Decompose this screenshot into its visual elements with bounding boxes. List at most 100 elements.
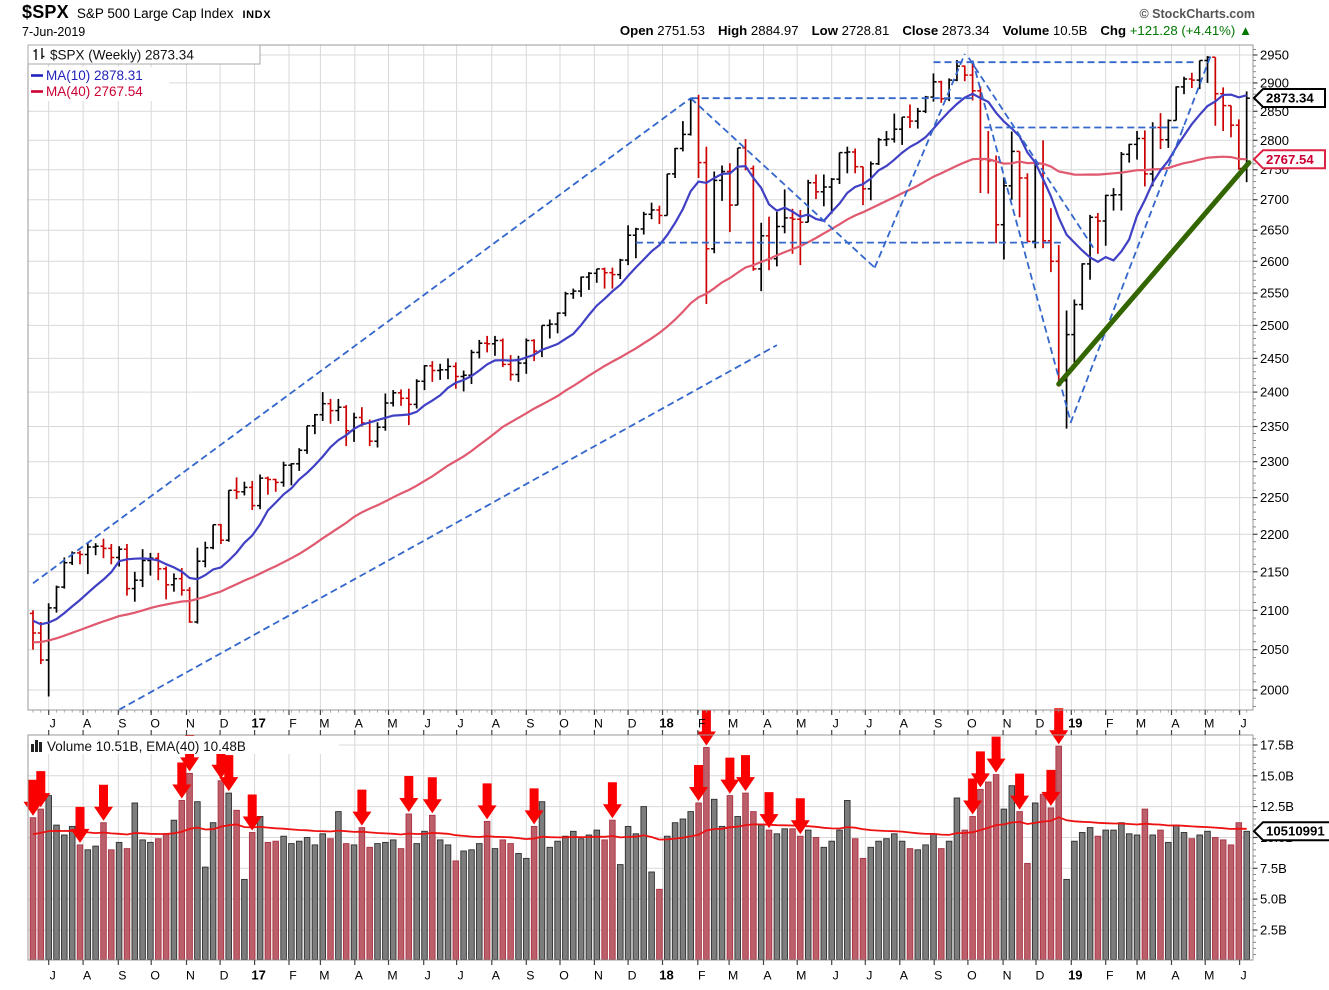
ma40-value-label: 2767.54 xyxy=(1266,152,1314,167)
month-label: A xyxy=(492,717,501,731)
red-down-arrow-icon xyxy=(242,794,262,831)
chg-value: +121.28 (+4.41%) xyxy=(1129,23,1236,38)
month-label: S xyxy=(526,717,534,731)
svg-text:2000: 2000 xyxy=(1260,683,1289,698)
month-label: M xyxy=(319,969,329,983)
month-label: M xyxy=(796,969,806,983)
month-label: D xyxy=(1036,969,1045,983)
red-down-arrow-icon xyxy=(970,751,990,788)
ma40-line xyxy=(32,155,1247,644)
low-label: Low xyxy=(811,23,838,38)
red-down-arrow-icon xyxy=(477,783,497,820)
ma10-line xyxy=(32,92,1247,626)
symbol: $SPX xyxy=(22,2,69,22)
red-down-arrow-icon xyxy=(31,771,51,808)
svg-text:2450: 2450 xyxy=(1260,351,1289,366)
dashed-trendline-rising-channel-lower xyxy=(118,344,778,711)
volume-ema40-line xyxy=(32,816,1247,841)
svg-text:2200: 2200 xyxy=(1260,527,1289,542)
volume-value: 10.5B xyxy=(1052,23,1088,38)
svg-text:2800: 2800 xyxy=(1260,133,1289,148)
month-label: N xyxy=(1003,969,1012,983)
month-label: J xyxy=(1241,969,1247,983)
month-label: M xyxy=(319,717,329,731)
month-label: D xyxy=(628,969,637,983)
month-label: S xyxy=(934,717,942,731)
month-label: N xyxy=(186,717,195,731)
svg-text:15.0B: 15.0B xyxy=(1260,768,1294,783)
month-label: J xyxy=(50,969,56,983)
dashed-trendline-q4-2018-decline xyxy=(971,60,1072,422)
month-label: J xyxy=(833,969,839,983)
month-label: J xyxy=(1241,717,1247,731)
volume-legend-label[interactable]: Volume 10.51B, EMA(40) 10.48B xyxy=(47,739,246,754)
quote-low: Low 2728.81 xyxy=(812,23,890,38)
histogram-icon xyxy=(31,740,42,752)
chg-label: Chg xyxy=(1100,23,1127,38)
dashed-trendline-jan-2018-downtrend xyxy=(690,97,876,269)
month-label: O xyxy=(559,717,569,731)
svg-text:2900: 2900 xyxy=(1260,75,1289,90)
month-label: J xyxy=(425,717,431,731)
legend-bg xyxy=(29,67,169,101)
quote-close: Close 2873.34 xyxy=(902,23,989,38)
ma40-legend-label[interactable]: MA(40) 2767.54 xyxy=(46,84,143,99)
month-label: J xyxy=(833,717,839,731)
trendline-annotations-layer xyxy=(32,53,1252,711)
month-label: A xyxy=(83,969,92,983)
month-label: M xyxy=(1136,717,1146,731)
up-triangle-icon: ▲ xyxy=(1238,23,1252,38)
last-volume-label-box xyxy=(1252,821,1329,842)
month-label: O xyxy=(559,969,569,983)
month-label: 18 xyxy=(659,968,673,983)
symbol-name: S&P 500 Large Cap Index xyxy=(76,6,234,21)
red-down-arrow-icon xyxy=(94,784,113,821)
svg-text:2600: 2600 xyxy=(1260,254,1289,269)
month-label: F xyxy=(698,717,706,731)
ma40-value-label-box xyxy=(1252,149,1326,170)
red-down-arrow-icon xyxy=(790,798,810,835)
month-label: A xyxy=(355,969,364,983)
price-panel-border xyxy=(27,44,1254,711)
month-label: D xyxy=(628,717,637,731)
svg-text:2550: 2550 xyxy=(1260,286,1289,301)
month-label: F xyxy=(289,969,297,983)
month-label: A xyxy=(492,969,501,983)
month-label: A xyxy=(1171,717,1180,731)
month-label: M xyxy=(1204,969,1214,983)
month-label: 18 xyxy=(659,716,673,731)
svg-text:2650: 2650 xyxy=(1260,223,1289,238)
svg-text:2150: 2150 xyxy=(1260,564,1289,579)
month-label: A xyxy=(763,717,772,731)
month-label: J xyxy=(866,717,872,731)
svg-text:17.5B: 17.5B xyxy=(1260,738,1294,753)
price-legend-title[interactable]: $SPX (Weekly) 2873.34 xyxy=(50,48,194,63)
month-label: M xyxy=(1204,717,1214,731)
month-label: M xyxy=(728,717,738,731)
month-label: N xyxy=(1003,717,1012,731)
month-label: J xyxy=(458,969,464,983)
red-down-arrow-icon xyxy=(720,757,740,794)
ma10-legend-label[interactable]: MA(10) 2878.31 xyxy=(46,68,143,83)
red-down-arrow-icon xyxy=(399,776,419,812)
month-label: F xyxy=(289,717,297,731)
red-down-arrow-icon xyxy=(70,806,90,843)
high-value: 2884.97 xyxy=(750,23,799,38)
month-label: N xyxy=(594,717,603,731)
red-down-arrow-icon xyxy=(172,762,192,799)
close-label: Close xyxy=(902,23,939,38)
month-label: O xyxy=(967,969,977,983)
month-label: F xyxy=(1106,969,1114,983)
red-down-arrow-icon xyxy=(1049,708,1069,745)
month-label: J xyxy=(50,717,56,731)
svg-text:2100: 2100 xyxy=(1260,603,1289,618)
red-down-arrow-icon xyxy=(963,778,983,815)
volume-label: Volume xyxy=(1002,23,1050,38)
quote-volume: Volume 10.5B xyxy=(1003,23,1088,38)
red-down-arrow-icon xyxy=(219,755,239,792)
candlestick-icon xyxy=(33,48,45,60)
open-label: Open xyxy=(619,23,654,38)
exchange-label: INDX xyxy=(242,9,272,21)
price-legend-box[interactable] xyxy=(27,44,261,65)
